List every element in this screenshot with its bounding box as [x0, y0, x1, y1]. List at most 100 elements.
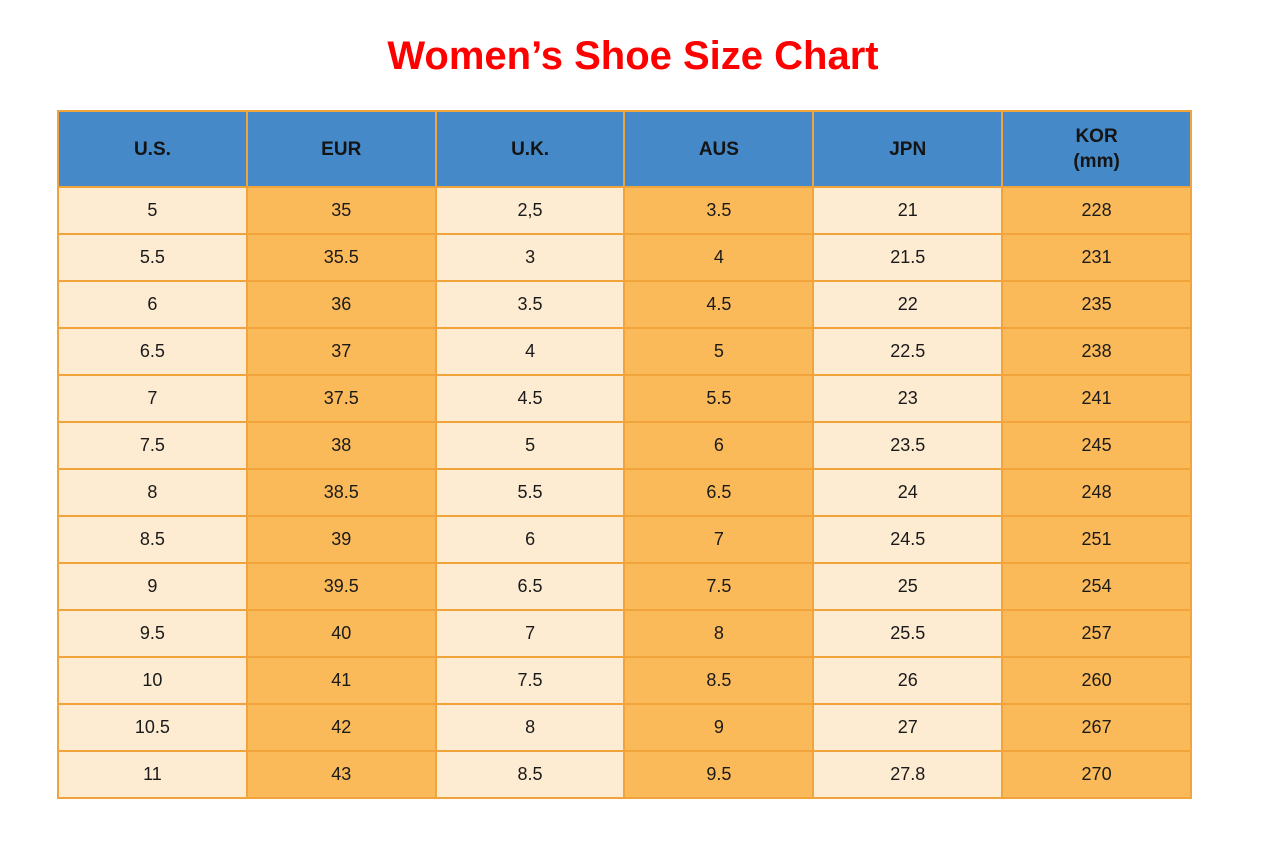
- cell-us: 5: [57, 186, 248, 235]
- table-header: U.S. EUR U.K. AUS JPN KOR (mm): [57, 110, 1192, 188]
- cell-kor: 231: [1001, 233, 1192, 282]
- table-row: 11 43 8.5 9.5 27.8 270: [57, 750, 1192, 799]
- column-header-uk: U.K.: [434, 110, 626, 188]
- table-row: 9.5 40 7 8 25.5 257: [57, 609, 1192, 658]
- cell-us: 6.5: [57, 327, 248, 376]
- table-row: 8 38.5 5.5 6.5 24 248: [57, 468, 1192, 517]
- column-label: KOR: [1075, 126, 1118, 147]
- shoe-size-table: U.S. EUR U.K. AUS JPN KOR (mm) 5 35 2,5 3.5 21 228 5…: [57, 110, 1192, 799]
- table-row: 8.5 39 6 7 24.5 251: [57, 515, 1192, 564]
- column-header-jpn: JPN: [812, 110, 1004, 188]
- table-header-row: U.S. EUR U.K. AUS JPN KOR (mm): [57, 110, 1192, 188]
- cell-us: 10.5: [57, 703, 248, 752]
- cell-aus: 9: [623, 703, 815, 752]
- column-label: U.S.: [133, 138, 171, 160]
- cell-uk: 3: [434, 233, 626, 282]
- cell-jpn: 23.5: [812, 421, 1004, 470]
- cell-kor: 254: [1001, 562, 1192, 611]
- cell-jpn: 21.5: [812, 233, 1004, 282]
- cell-kor: 270: [1001, 750, 1192, 799]
- cell-us: 10: [57, 656, 248, 705]
- cell-eur: 37.5: [245, 374, 437, 423]
- cell-aus: 8: [623, 609, 815, 658]
- cell-uk: 3.5: [434, 280, 626, 329]
- cell-eur: 41: [245, 656, 437, 705]
- cell-uk: 6: [434, 515, 626, 564]
- cell-eur: 38.5: [245, 468, 437, 517]
- cell-aus: 7: [623, 515, 815, 564]
- cell-kor: 248: [1001, 468, 1192, 517]
- cell-uk: 5.5: [434, 468, 626, 517]
- cell-aus: 6.5: [623, 468, 815, 517]
- column-label: U.K.: [511, 138, 550, 160]
- cell-us: 7: [57, 374, 248, 423]
- column-label: EUR: [321, 138, 362, 160]
- page-title: Women’s Shoe Size Chart: [387, 34, 879, 78]
- cell-eur: 39: [245, 515, 437, 564]
- cell-jpn: 26: [812, 656, 1004, 705]
- cell-kor: 228: [1001, 186, 1192, 235]
- cell-uk: 8: [434, 703, 626, 752]
- table-row: 10 41 7.5 8.5 26 260: [57, 656, 1192, 705]
- table-body: 5 35 2,5 3.5 21 228 5.5 35.5 3 4 21.5 231 6 36 3.5 4.5 2…: [57, 186, 1192, 799]
- cell-eur: 38: [245, 421, 437, 470]
- table-row: 5 35 2,5 3.5 21 228: [57, 186, 1192, 235]
- cell-us: 9.5: [57, 609, 248, 658]
- cell-eur: 42: [245, 703, 437, 752]
- cell-jpn: 23: [812, 374, 1004, 423]
- table-row: 5.5 35.5 3 4 21.5 231: [57, 233, 1192, 282]
- table-row: 6.5 37 4 5 22.5 238: [57, 327, 1192, 376]
- cell-us: 11: [57, 750, 248, 799]
- cell-us: 7.5: [57, 421, 248, 470]
- cell-kor: 238: [1001, 327, 1192, 376]
- cell-us: 8: [57, 468, 248, 517]
- cell-jpn: 27.8: [812, 750, 1004, 799]
- column-header-eur: EUR: [245, 110, 437, 188]
- column-header-aus: AUS: [623, 110, 815, 188]
- cell-aus: 9.5: [623, 750, 815, 799]
- table-row: 6 36 3.5 4.5 22 235: [57, 280, 1192, 329]
- cell-uk: 2,5: [434, 186, 626, 235]
- cell-kor: 267: [1001, 703, 1192, 752]
- cell-eur: 43: [245, 750, 437, 799]
- cell-eur: 36: [245, 280, 437, 329]
- cell-us: 5.5: [57, 233, 248, 282]
- column-header-kor: KOR (mm): [1001, 110, 1192, 188]
- cell-uk: 7: [434, 609, 626, 658]
- cell-kor: 251: [1001, 515, 1192, 564]
- cell-kor: 257: [1001, 609, 1192, 658]
- table-row: 9 39.5 6.5 7.5 25 254: [57, 562, 1192, 611]
- cell-eur: 39.5: [245, 562, 437, 611]
- cell-aus: 4.5: [623, 280, 815, 329]
- cell-jpn: 22: [812, 280, 1004, 329]
- cell-jpn: 27: [812, 703, 1004, 752]
- cell-kor: 245: [1001, 421, 1192, 470]
- cell-us: 6: [57, 280, 248, 329]
- cell-eur: 35: [245, 186, 437, 235]
- cell-uk: 7.5: [434, 656, 626, 705]
- cell-aus: 5.5: [623, 374, 815, 423]
- column-label: JPN: [889, 138, 927, 160]
- cell-eur: 40: [245, 609, 437, 658]
- cell-aus: 6: [623, 421, 815, 470]
- cell-jpn: 24: [812, 468, 1004, 517]
- cell-uk: 6.5: [434, 562, 626, 611]
- table-row: 7.5 38 5 6 23.5 245: [57, 421, 1192, 470]
- cell-kor: 260: [1001, 656, 1192, 705]
- cell-jpn: 25: [812, 562, 1004, 611]
- cell-jpn: 25.5: [812, 609, 1004, 658]
- column-sublabel: (mm): [1073, 151, 1120, 172]
- cell-aus: 5: [623, 327, 815, 376]
- table-row: 7 37.5 4.5 5.5 23 241: [57, 374, 1192, 423]
- cell-jpn: 22.5: [812, 327, 1004, 376]
- cell-uk: 8.5: [434, 750, 626, 799]
- column-header-us: U.S.: [57, 110, 248, 188]
- cell-aus: 3.5: [623, 186, 815, 235]
- cell-eur: 35.5: [245, 233, 437, 282]
- cell-uk: 4: [434, 327, 626, 376]
- column-label: AUS: [698, 138, 739, 160]
- cell-aus: 4: [623, 233, 815, 282]
- cell-aus: 8.5: [623, 656, 815, 705]
- cell-us: 9: [57, 562, 248, 611]
